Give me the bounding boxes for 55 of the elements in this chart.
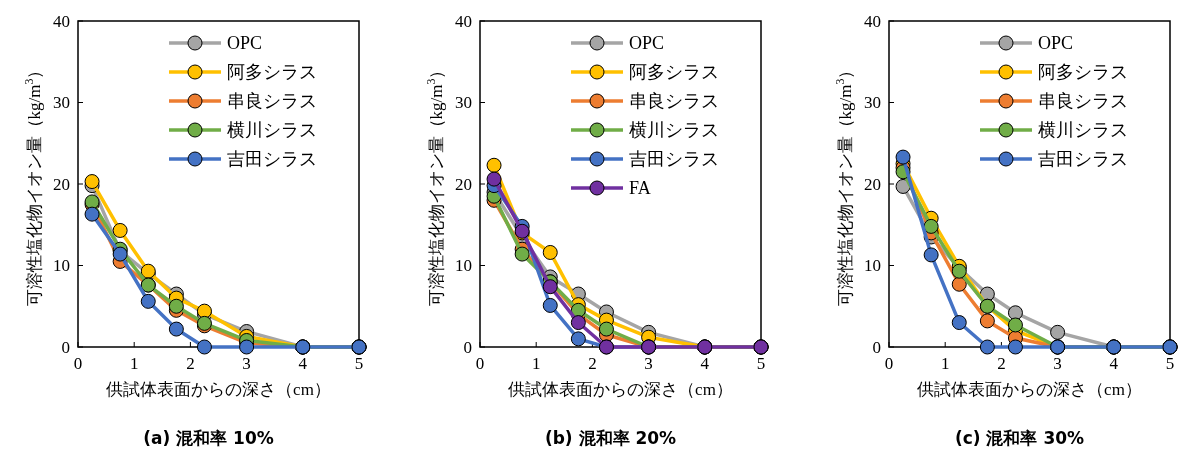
x-tick-label: 1 (531, 354, 541, 373)
legend-label: FA (629, 178, 651, 199)
x-axis-title: 供試体表面からの深さ（cm） (508, 380, 733, 399)
y-tick-label: 20 (455, 174, 472, 194)
text: (c) 混和率 30% (954, 428, 1085, 448)
x-tick-label: 3 (644, 354, 653, 373)
legend-label: 横川シラス (629, 120, 719, 141)
x-tick-label: 4 (298, 354, 308, 373)
legend-label: OPC (227, 33, 263, 54)
x-axis-title: 供試体表面からの深さ（cm） (106, 380, 331, 399)
legend-label: 横川シラス (227, 120, 317, 141)
legend-label: 阿多シラス (227, 62, 317, 83)
x-tick-label: 2 (588, 354, 597, 373)
y-tick-label: 30 (53, 93, 70, 113)
y-tick-label: 30 (455, 93, 472, 113)
legend-label: 阿多シラス (1038, 62, 1128, 83)
x-tick-label: 2 (997, 354, 1006, 373)
legend-label: 串良シラス (227, 91, 317, 112)
x-tick-label: 3 (242, 354, 251, 373)
x-tick-label: 5 (354, 354, 364, 373)
legend-label: 吉田シラス (1038, 149, 1128, 170)
y-tick-label: 10 (864, 256, 881, 276)
legend-label: 吉田シラス (629, 149, 719, 170)
x-tick-label: 4 (1109, 354, 1119, 373)
x-tick-label: 2 (186, 354, 195, 373)
text: (b) 混和率 20% (544, 428, 677, 448)
x-tick-label: 0 (884, 354, 894, 373)
y-tick-label: 20 (864, 174, 881, 194)
y-tick-label: 10 (53, 256, 70, 276)
y-tick-label: 0 (872, 337, 881, 357)
y-tick-label: 20 (53, 174, 70, 194)
y-tick-label: 40 (864, 11, 881, 31)
y-tick-label: 30 (864, 93, 881, 113)
x-tick-label: 0 (73, 354, 83, 373)
legend-label: 串良シラス (1038, 91, 1128, 112)
legend-label: 横川シラス (1038, 120, 1128, 141)
legend-label: OPC (629, 33, 665, 54)
x-tick-label: 5 (756, 354, 766, 373)
y-tick-label: 0 (61, 337, 70, 357)
x-axis-title: 供試体表面からの深さ（cm） (917, 380, 1142, 399)
y-tick-label: 40 (53, 11, 70, 31)
x-tick-label: 1 (940, 354, 950, 373)
x-tick-label: 5 (1165, 354, 1175, 373)
x-tick-label: 3 (1053, 354, 1062, 373)
x-tick-label: 0 (475, 354, 485, 373)
legend-label: 串良シラス (629, 91, 719, 112)
y-tick-label: 10 (455, 256, 472, 276)
legend-label: 阿多シラス (629, 62, 719, 83)
legend-label: OPC (1038, 33, 1074, 54)
y-tick-label: 40 (455, 11, 472, 31)
y-tick-label: 0 (463, 337, 472, 357)
x-tick-label: 4 (700, 354, 710, 373)
legend-label: 吉田シラス (227, 149, 317, 170)
text: (a) 混和率 10% (143, 428, 274, 448)
x-tick-label: 1 (129, 354, 139, 373)
